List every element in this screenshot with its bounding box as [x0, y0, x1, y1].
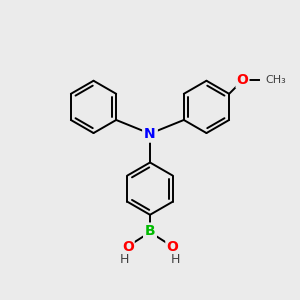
Text: CH₃: CH₃	[266, 76, 286, 85]
Text: B: B	[145, 224, 155, 238]
Text: O: O	[167, 241, 178, 254]
Text: N: N	[144, 127, 156, 141]
Text: O: O	[237, 74, 248, 88]
Text: H: H	[171, 253, 180, 266]
Text: H: H	[120, 253, 129, 266]
Text: O: O	[122, 241, 134, 254]
